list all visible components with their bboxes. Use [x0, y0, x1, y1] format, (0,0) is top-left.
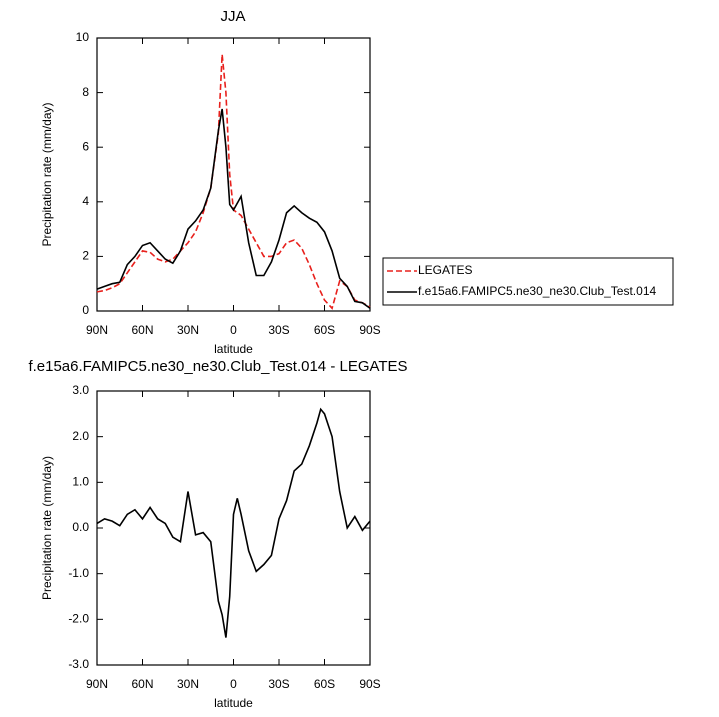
y-tick-label: -2.0	[68, 612, 89, 626]
x-tick-label: 30S	[268, 323, 289, 337]
x-tick-label: 60S	[314, 323, 335, 337]
x-tick-label: 90S	[359, 677, 380, 691]
legend-box	[382, 257, 674, 306]
x-tick-label: 90N	[86, 323, 108, 337]
y-tick-label: 0	[82, 303, 89, 317]
y-tick-label: 10	[76, 30, 90, 44]
y-tick-label: -3.0	[68, 657, 89, 671]
x-tick-label: 60S	[314, 677, 335, 691]
data-line	[96, 54, 371, 310]
y-tick-label: -1.0	[68, 566, 89, 580]
x-tick-label: 30N	[177, 677, 199, 691]
y-axis-label: Precipitation rate (mm/day)	[40, 456, 54, 600]
chart-title: f.e15a6.FAMIPC5.ne30_ne30.Club_Test.014 …	[28, 358, 407, 375]
x-axis-label: latitude	[214, 696, 253, 710]
data-line	[96, 407, 371, 638]
y-tick-label: 6	[82, 139, 89, 153]
y-tick-label: 3.0	[72, 383, 89, 397]
y-tick-label: 2.0	[72, 429, 89, 443]
data-line	[96, 108, 371, 309]
x-tick-label: 0	[230, 677, 237, 691]
x-tick-label: 90S	[359, 323, 380, 337]
legend-label: f.e15a6.FAMIPC5.ne30_ne30.Club_Test.014	[418, 284, 656, 298]
plot-frame	[96, 37, 371, 312]
y-tick-label: 2	[82, 249, 89, 263]
x-tick-label: 60N	[131, 677, 153, 691]
y-tick-label: 8	[82, 85, 89, 99]
x-tick-label: 30S	[268, 677, 289, 691]
y-axis-label: Precipitation rate (mm/day)	[40, 102, 54, 246]
x-tick-label: 90N	[86, 677, 108, 691]
x-tick-label: 60N	[131, 323, 153, 337]
chart-title: JJA	[220, 8, 245, 25]
x-axis-label: latitude	[214, 342, 253, 356]
x-tick-label: 0	[230, 323, 237, 337]
y-tick-label: 0.0	[72, 520, 89, 534]
y-tick-label: 4	[82, 194, 89, 208]
legend-label: LEGATES	[418, 263, 472, 277]
y-tick-label: 1.0	[72, 475, 89, 489]
x-tick-label: 30N	[177, 323, 199, 337]
